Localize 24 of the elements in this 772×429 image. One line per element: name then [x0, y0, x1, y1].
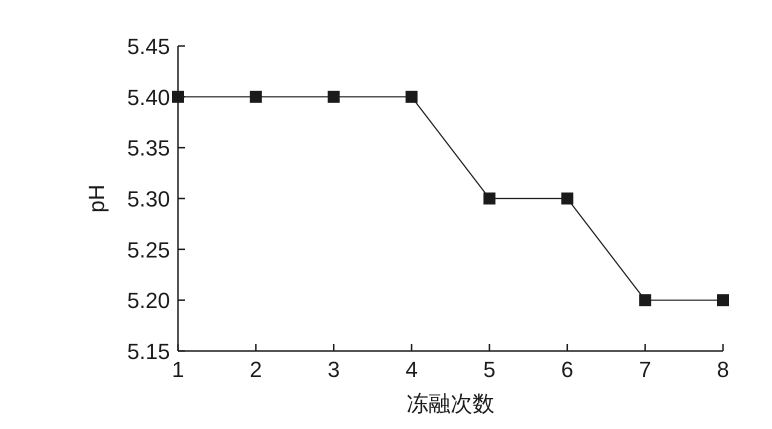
y-tick-label: 5.35	[127, 136, 170, 161]
point	[717, 294, 729, 306]
point	[639, 294, 652, 306]
point	[250, 90, 262, 103]
y-tick-label: 5.25	[127, 237, 170, 262]
point	[483, 192, 496, 204]
point	[561, 192, 574, 204]
x-tick-label: 7	[639, 357, 652, 382]
y-tick-label: 5.15	[127, 339, 170, 364]
x-tick-label: 6	[561, 357, 574, 382]
x-tick-label: 8	[716, 357, 730, 382]
y-tick-label: 5.45	[127, 34, 170, 59]
y-tick-label: 5.40	[127, 84, 170, 110]
x-tick-label: 5	[483, 357, 496, 382]
y-tick-label: 5.30	[127, 186, 170, 212]
x-axis-title: 冻融次数	[406, 392, 494, 417]
x-tick-label: 2	[250, 357, 262, 382]
y-tick-label: 5.20	[127, 288, 170, 314]
x-tick-label: 4	[405, 357, 418, 382]
point	[328, 90, 340, 103]
point	[406, 90, 418, 103]
y-axis-title: pH	[84, 184, 109, 213]
x-tick-label: 3	[328, 357, 340, 382]
x-tick-label: 1	[172, 357, 184, 382]
